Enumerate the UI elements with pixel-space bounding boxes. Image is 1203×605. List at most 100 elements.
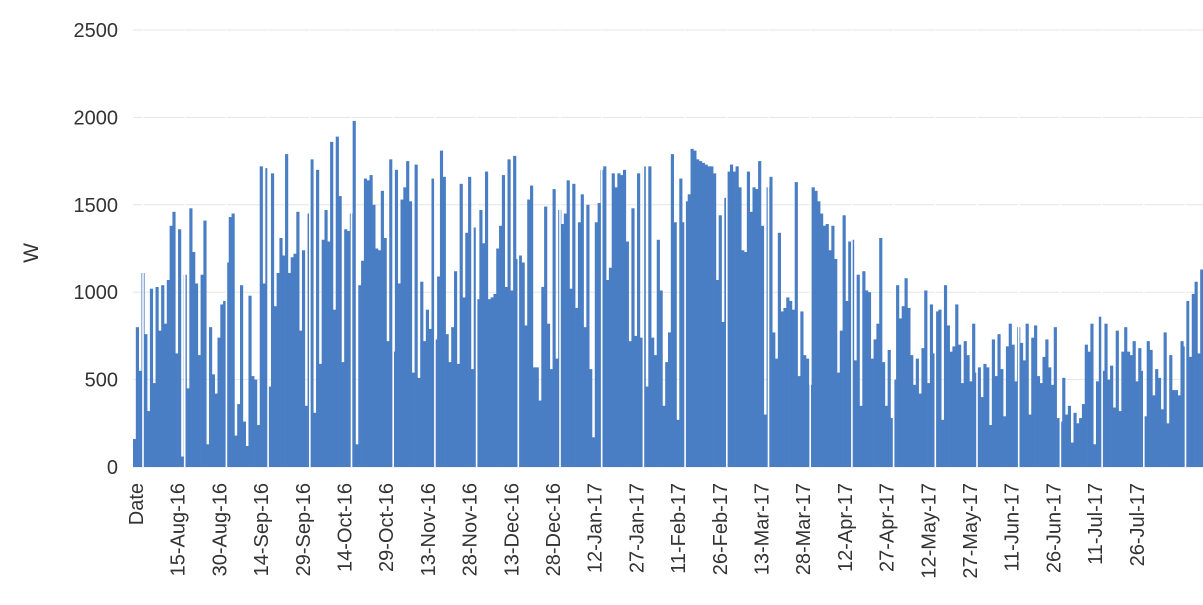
bar <box>1031 337 1035 467</box>
bar <box>245 446 249 467</box>
bar <box>890 418 894 467</box>
bar <box>228 217 232 467</box>
bar <box>518 255 522 467</box>
bar <box>468 176 472 467</box>
x-tick-label: 13-Dec-16 <box>501 483 523 576</box>
bar <box>594 222 598 467</box>
bar <box>206 444 210 467</box>
bar <box>1084 344 1088 467</box>
bar <box>369 175 373 468</box>
bar <box>698 161 703 467</box>
bar <box>507 159 511 468</box>
bar <box>1062 377 1066 467</box>
bar <box>817 201 821 467</box>
bar <box>338 196 342 467</box>
bar <box>138 370 142 467</box>
bar <box>969 381 973 467</box>
bar <box>780 311 784 467</box>
bar <box>1194 281 1198 467</box>
bar <box>1008 323 1012 467</box>
bar <box>946 325 950 467</box>
bar <box>1132 341 1136 467</box>
bar <box>397 283 401 467</box>
bar <box>358 285 362 467</box>
bar <box>316 169 320 467</box>
bar <box>1197 353 1201 467</box>
bar <box>327 241 331 467</box>
bar <box>231 213 235 467</box>
bar <box>439 150 444 467</box>
bar <box>882 362 886 467</box>
bar <box>721 321 725 467</box>
bar <box>921 348 925 467</box>
bar <box>389 159 393 468</box>
bar <box>1126 351 1131 467</box>
bar <box>513 155 517 467</box>
bar <box>200 274 204 467</box>
bar <box>479 210 483 467</box>
bar <box>310 159 314 468</box>
bar <box>344 229 348 467</box>
bar <box>301 250 306 467</box>
bar <box>366 180 370 467</box>
bar <box>577 222 582 467</box>
bar <box>648 166 652 467</box>
bar <box>1000 369 1004 467</box>
bar <box>527 199 531 467</box>
bar <box>631 208 635 467</box>
bar <box>955 304 959 467</box>
bar <box>442 176 446 467</box>
bar <box>1104 323 1108 467</box>
bar <box>966 355 970 467</box>
bar <box>994 376 998 467</box>
bar <box>1124 327 1128 467</box>
bar <box>980 397 984 467</box>
bar <box>290 257 294 467</box>
bar <box>470 369 475 467</box>
bar <box>237 404 241 467</box>
x-tick-label: 13-Mar-17 <box>752 483 774 575</box>
bar <box>414 164 418 467</box>
x-tick-label: 11-Feb-17 <box>668 483 690 574</box>
bar <box>749 211 753 467</box>
bar <box>186 388 190 467</box>
x-axis-ticks: Date 15-Aug-16 30-Aug-16 14-Sep-16 29-Sep-16… <box>126 483 1149 579</box>
bar <box>800 311 804 467</box>
bar <box>428 328 432 467</box>
bar <box>783 307 787 467</box>
bar-series <box>133 30 1203 468</box>
bar <box>932 353 936 467</box>
bar <box>268 386 272 467</box>
bar <box>386 341 390 467</box>
bar <box>842 215 846 467</box>
bar <box>572 183 576 467</box>
bar <box>380 190 384 468</box>
bar <box>876 323 880 467</box>
bar <box>524 325 528 467</box>
bar <box>589 369 593 467</box>
bar <box>484 171 489 467</box>
bar <box>420 281 424 467</box>
bar <box>152 383 156 467</box>
bar <box>1090 323 1094 467</box>
bar <box>814 190 818 468</box>
bar <box>1107 379 1111 467</box>
bar <box>1115 330 1119 467</box>
bar <box>1036 376 1041 467</box>
bar <box>296 211 300 467</box>
bar <box>1180 341 1184 467</box>
bar <box>532 367 537 467</box>
bar <box>769 176 773 467</box>
x-tick-label: 11-Jun-17 <box>1002 483 1024 572</box>
bar <box>935 311 939 467</box>
bar <box>1101 370 1105 467</box>
bar <box>862 271 866 467</box>
bar <box>394 169 399 467</box>
bar <box>240 285 244 467</box>
bar <box>834 258 838 467</box>
bar <box>575 307 579 467</box>
bar <box>949 351 953 467</box>
bar <box>175 353 179 467</box>
bar <box>929 304 934 467</box>
bar <box>901 306 905 467</box>
